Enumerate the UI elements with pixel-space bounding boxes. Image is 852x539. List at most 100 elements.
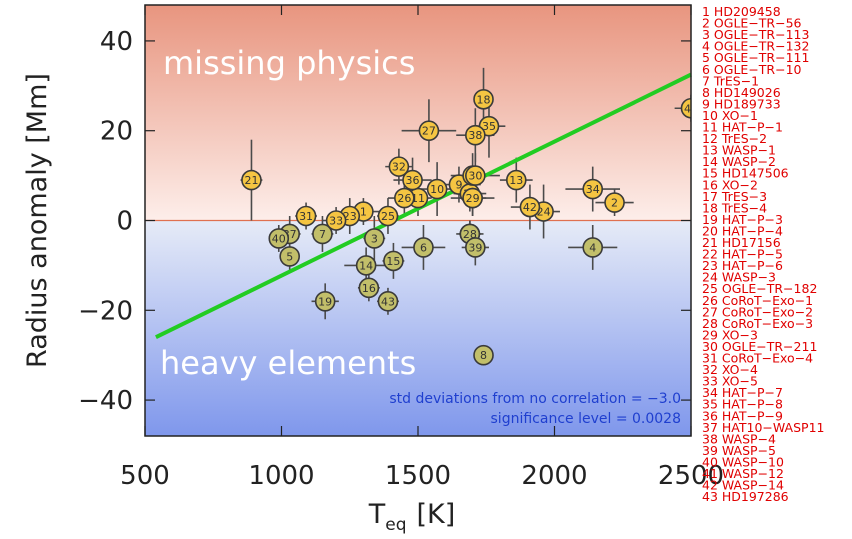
data-point: 2 bbox=[604, 192, 625, 213]
data-point-marker bbox=[295, 205, 317, 227]
legend-entry: 7 TrES−1 bbox=[702, 73, 759, 88]
x-tick-label: 1500 bbox=[385, 461, 451, 491]
legend-entry: 11 HAT−P−1 bbox=[702, 120, 783, 135]
data-point: 27 bbox=[418, 120, 440, 142]
data-point-marker bbox=[377, 205, 399, 227]
legend-entry: 12 TrES−2 bbox=[702, 131, 767, 146]
data-point-marker bbox=[314, 291, 336, 312]
data-point-label: 34 bbox=[586, 183, 600, 196]
data-point-label: 36 bbox=[406, 174, 420, 187]
legend-entry: 31 CoRoT−Exo−4 bbox=[702, 351, 813, 366]
data-point-label: 19 bbox=[318, 295, 332, 308]
data-point-marker bbox=[418, 120, 440, 142]
lower-region-background bbox=[145, 220, 691, 436]
legend-entry: 5 OGLE−TR−111 bbox=[702, 50, 809, 65]
data-point-label: 4 bbox=[589, 241, 596, 254]
legend-entry: 20 HAT−P−4 bbox=[702, 223, 783, 238]
legend-entry: 42 WASP−14 bbox=[702, 478, 784, 493]
axis-ticks: 500 1000 1500 2000 2500 −40 −20 0 20 40 bbox=[78, 5, 724, 491]
data-point: 4 bbox=[582, 237, 604, 258]
x-tick-label: 2000 bbox=[521, 461, 587, 491]
legend-entry: 16 XO−2 bbox=[702, 177, 758, 192]
legend-entry: 26 CoRoT−Exo−1 bbox=[702, 293, 813, 308]
data-point: 16 bbox=[358, 277, 380, 299]
data-point-marker bbox=[465, 124, 486, 146]
data-point-label: 11 bbox=[411, 192, 425, 205]
data-point-marker bbox=[604, 192, 625, 213]
legend-entry: 1 HD209458 bbox=[702, 4, 781, 19]
legend-entry: 32 XO−4 bbox=[702, 362, 758, 377]
data-point: 30 bbox=[465, 165, 486, 186]
significance-annotation: significance level = 0.0028 bbox=[491, 411, 681, 427]
legend-entry: 27 CoRoT−Exo−2 bbox=[702, 304, 813, 319]
data-point-marker bbox=[582, 178, 604, 200]
data-point: 34 bbox=[582, 178, 604, 200]
legend-entry: 23 HAT−P−6 bbox=[702, 258, 783, 273]
data-point: 43 bbox=[377, 291, 399, 312]
legend-entry: 39 WASP−5 bbox=[702, 443, 776, 458]
data-point: 5 bbox=[279, 246, 300, 267]
data-point: 26 bbox=[394, 187, 415, 209]
data-point-marker bbox=[582, 237, 604, 258]
legend-entry: 33 XO−5 bbox=[702, 374, 758, 389]
data-point: 32 bbox=[388, 156, 410, 177]
data-point-label: 39 bbox=[468, 241, 482, 254]
data-point-marker bbox=[279, 246, 300, 267]
data-point-marker bbox=[519, 196, 541, 218]
data-point-marker bbox=[394, 187, 415, 209]
data-point: 39 bbox=[465, 237, 486, 258]
x-tick-label: 2500 bbox=[658, 461, 724, 491]
data-point-label: 31 bbox=[299, 210, 313, 223]
legend-entry: 36 HAT−P−9 bbox=[702, 408, 783, 423]
x-tick-label: 500 bbox=[120, 461, 170, 491]
legend-entry: 17 TrES−3 bbox=[702, 189, 767, 204]
data-point: 8 bbox=[473, 344, 494, 366]
data-point-marker bbox=[465, 165, 486, 186]
data-point: 7 bbox=[312, 223, 333, 245]
region-label-lower: heavy elements bbox=[160, 344, 416, 382]
legend-entry: 38 WASP−4 bbox=[702, 431, 776, 446]
data-point-label: 13 bbox=[509, 174, 523, 187]
data-point-label: 43 bbox=[381, 295, 395, 308]
data-point-marker bbox=[355, 255, 377, 276]
legend-entry: 29 XO−3 bbox=[702, 327, 758, 342]
data-point: 3 bbox=[364, 228, 385, 249]
data-point-marker bbox=[312, 223, 333, 245]
data-point: 6 bbox=[413, 237, 434, 258]
data-point-label: 41 bbox=[684, 102, 698, 115]
legend-entry: 18 TrES−4 bbox=[702, 200, 767, 215]
data-point-label: 2 bbox=[611, 197, 618, 210]
legend-entry: 4 OGLE−TR−132 bbox=[702, 39, 809, 54]
data-point-marker bbox=[358, 277, 380, 299]
data-point-marker bbox=[473, 344, 494, 366]
x-axis-title-unit: [K] bbox=[416, 499, 455, 530]
legend-entry: 15 HD147506 bbox=[702, 166, 789, 181]
data-point-marker bbox=[473, 88, 494, 110]
data-point-marker bbox=[505, 169, 527, 191]
legend-entry: 6 OGLE−TR−10 bbox=[702, 62, 802, 77]
data-point-label: 32 bbox=[392, 161, 406, 174]
data-point-marker bbox=[413, 237, 434, 258]
data-point-label: 29 bbox=[466, 192, 480, 205]
data-point-marker bbox=[383, 250, 404, 272]
legend-entry: 25 OGLE−TR−182 bbox=[702, 281, 817, 296]
legend-entry: 24 WASP−3 bbox=[702, 270, 776, 285]
data-point: 25 bbox=[377, 205, 399, 227]
legend-entry: 43 HD197286 bbox=[702, 489, 789, 504]
data-point: 13 bbox=[505, 169, 527, 191]
data-point-label: 33 bbox=[329, 215, 343, 228]
data-point-marker bbox=[388, 156, 410, 177]
legend-entry: 30 OGLE−TR−211 bbox=[702, 339, 817, 354]
x-axis-title: Teq [K] bbox=[368, 499, 456, 535]
x-axis-title-main: T bbox=[368, 499, 386, 530]
data-point-label: 15 bbox=[386, 255, 400, 268]
legend-entry: 19 HAT−P−3 bbox=[702, 212, 783, 227]
region-label-upper: missing physics bbox=[163, 44, 415, 82]
legend-entry: 21 HD17156 bbox=[702, 235, 781, 250]
data-point-marker bbox=[325, 210, 347, 231]
data-point-marker bbox=[364, 228, 385, 249]
x-tick-label: 1000 bbox=[248, 461, 314, 491]
data-point: 37 bbox=[279, 223, 300, 245]
